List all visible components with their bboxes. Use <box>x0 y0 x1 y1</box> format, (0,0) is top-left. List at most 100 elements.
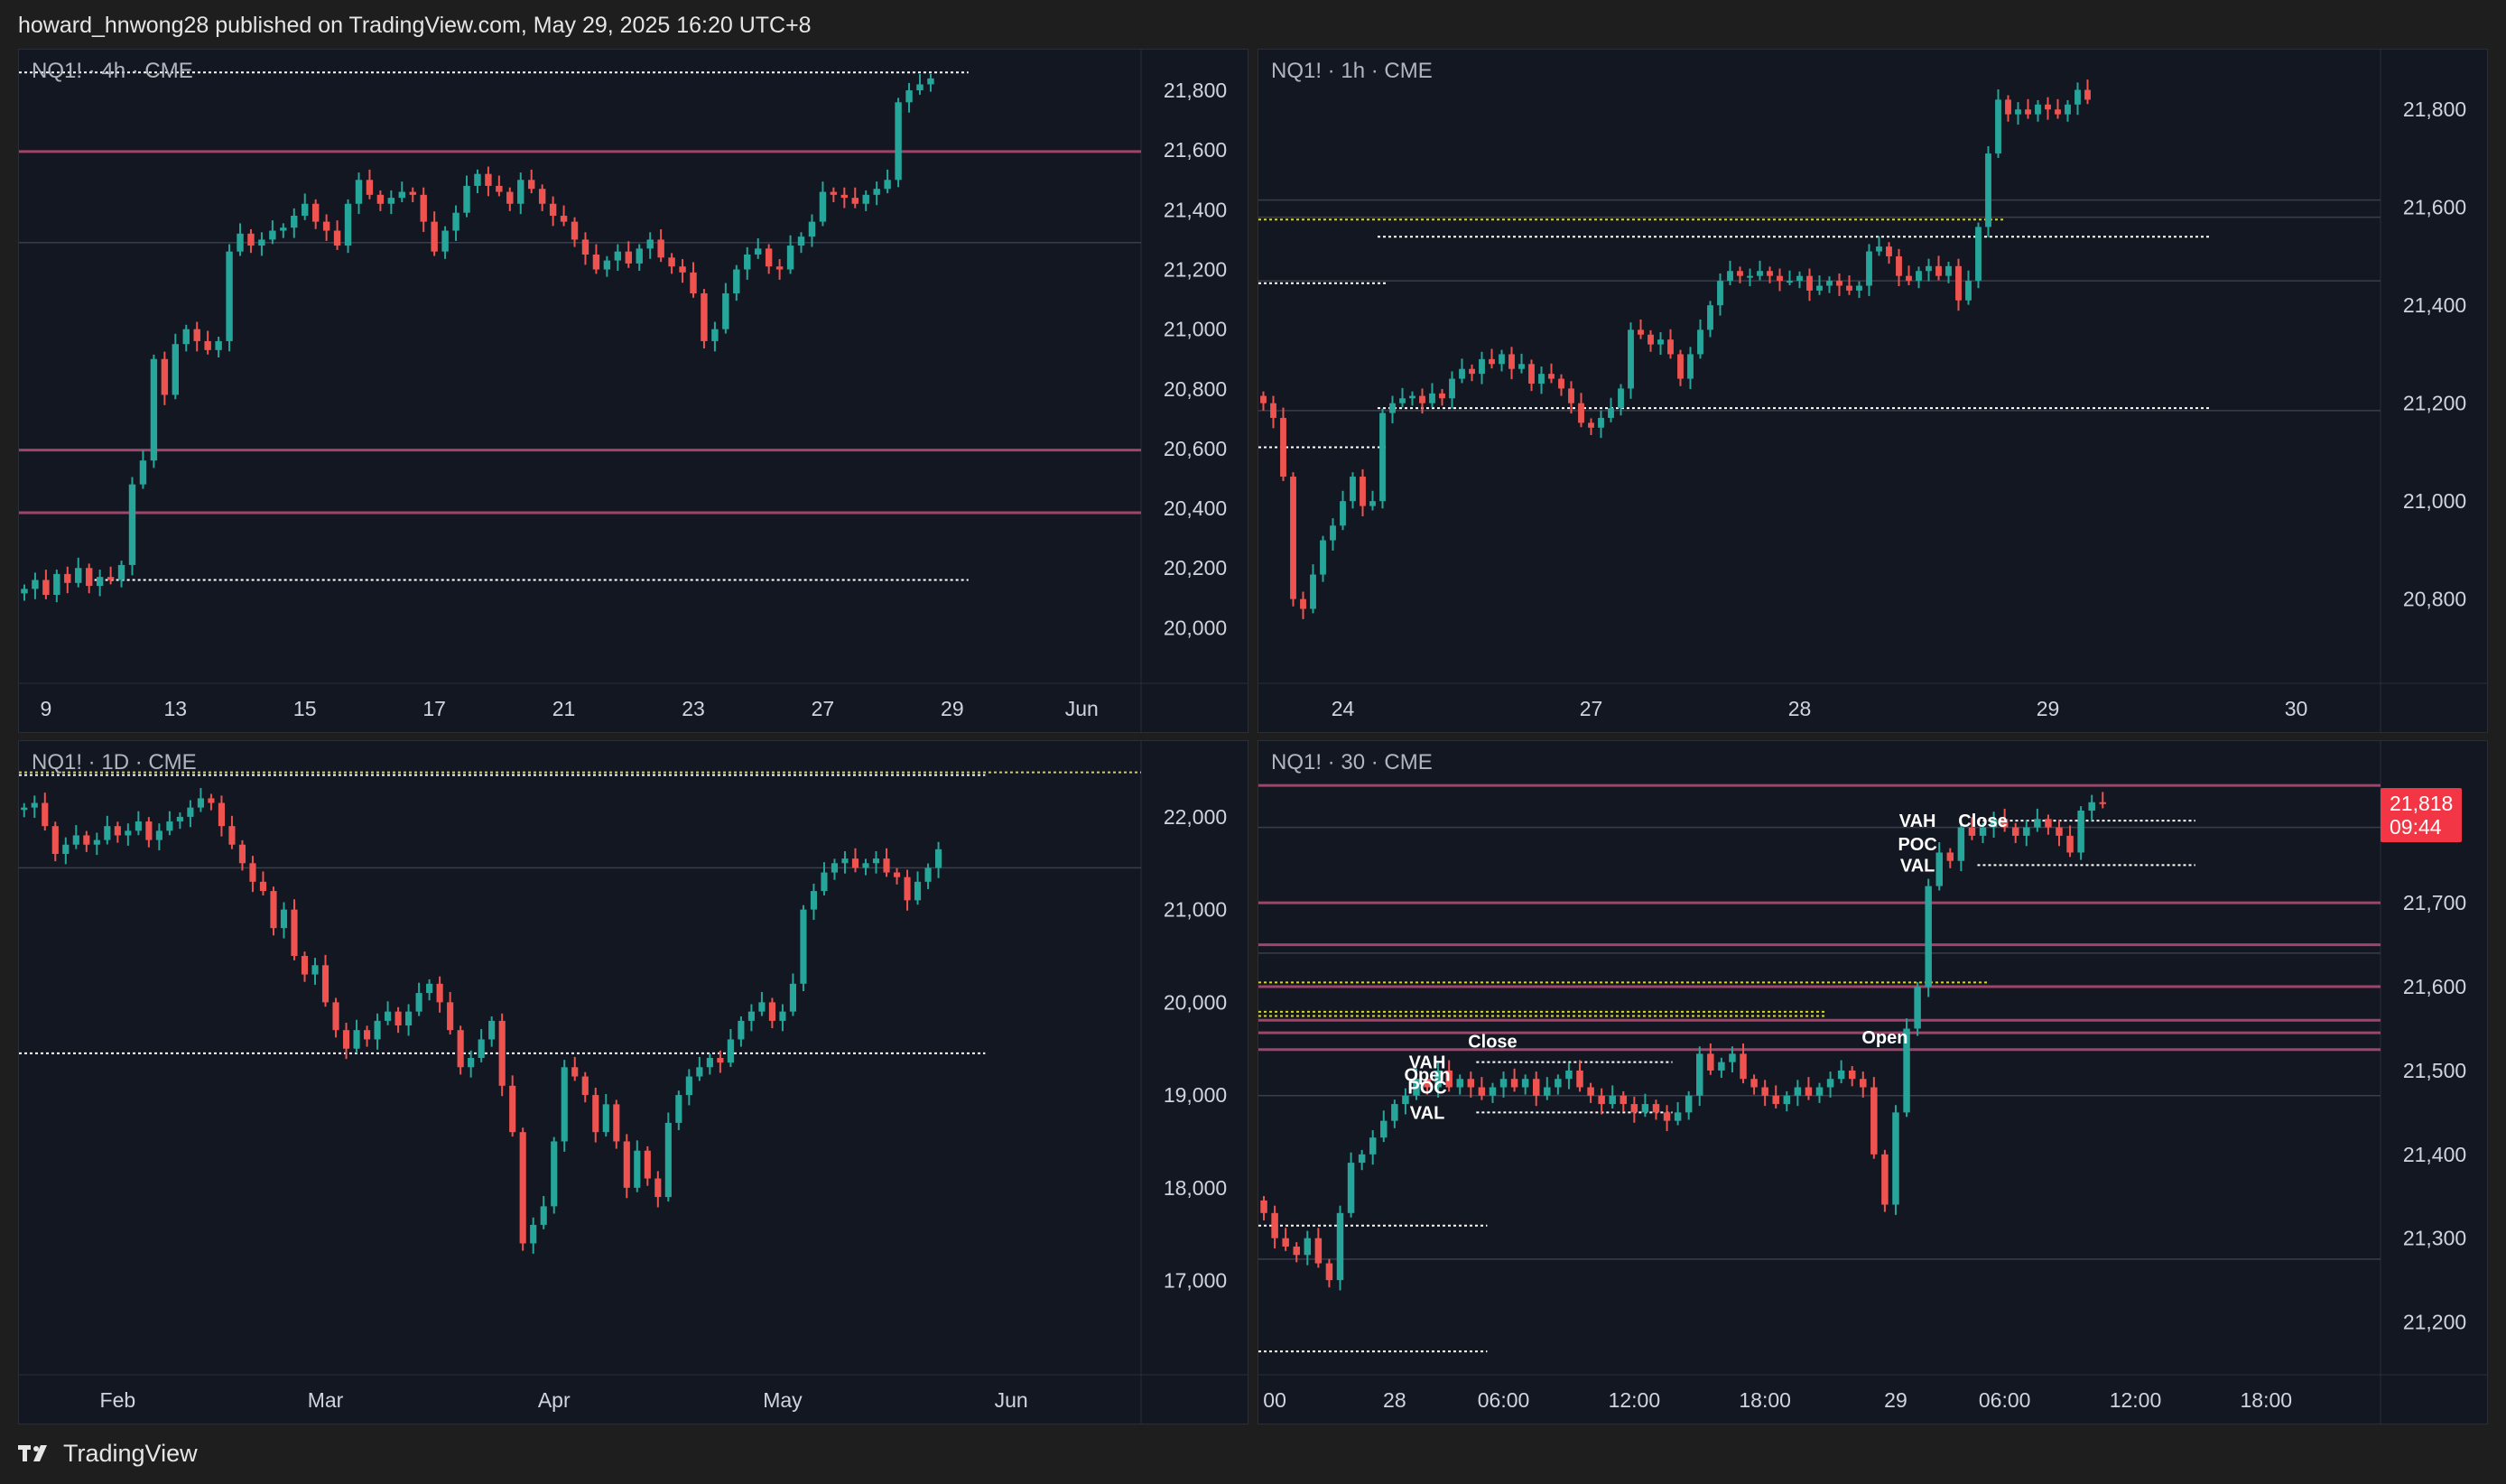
candle-body <box>551 1141 558 1207</box>
x-tick-label: Apr <box>538 1388 571 1412</box>
chart-panel-1d[interactable]: 22,000 21,000 20,000 19,000 18,000 17,000 Feb M… <box>18 740 1248 1424</box>
chart-panel-30m[interactable]: VAH Open POC VAL Close Open VAH POC VAL Close 21,7… <box>1258 740 2488 1424</box>
candle-body <box>1955 265 1962 301</box>
candle-body <box>1618 388 1624 409</box>
last-price: 21,818 <box>2390 792 2454 815</box>
candle-body <box>1837 1070 1845 1080</box>
candle-body <box>1979 827 1987 836</box>
y-tick-label: 17,000 <box>1164 1269 1227 1293</box>
candle-body <box>2045 819 2052 828</box>
candle-body <box>560 215 568 222</box>
candle-body <box>1489 358 1495 365</box>
candle-body <box>1409 395 1415 399</box>
candle-body <box>1389 403 1396 413</box>
candle-body <box>1663 1112 1671 1121</box>
profile-label: POC <box>1898 835 1936 855</box>
candle-body <box>1638 329 1644 335</box>
candle-body <box>2023 827 2030 836</box>
x-tick-label: 9 <box>40 697 51 720</box>
x-tick-label: 00 <box>1263 1388 1286 1412</box>
y-tick-label: 19,000 <box>1164 1083 1227 1107</box>
y-tick-label: 21,800 <box>2403 97 2466 121</box>
y-tick-label: 20,000 <box>1164 616 1227 639</box>
candle-body <box>1260 1200 1267 1213</box>
candle-body <box>1747 275 1753 278</box>
candle-body <box>311 203 320 222</box>
candle-body <box>1314 1238 1323 1264</box>
candle-body <box>1620 1095 1628 1105</box>
bar-countdown: 09:44 <box>2390 815 2442 839</box>
candle-body <box>1369 1137 1377 1155</box>
candle-body <box>64 573 71 583</box>
candle-body <box>1598 417 1604 428</box>
chart-1h-svg[interactable]: 21,800 21,600 21,400 21,200 21,000 20,800 24 27… <box>1258 50 2488 733</box>
candle-body <box>83 835 90 845</box>
candle-body <box>592 1095 599 1133</box>
candle-body <box>1260 395 1267 403</box>
candle-body <box>1350 477 1356 502</box>
y-tick-label: 21,600 <box>2403 196 2466 219</box>
candle-body <box>808 221 816 237</box>
x-tick-label: 15 <box>293 697 317 720</box>
candle-body <box>1300 598 1306 609</box>
candle-body <box>1439 393 1445 399</box>
candle-body <box>733 269 740 293</box>
candle-body <box>21 589 28 594</box>
candle-body <box>363 1030 371 1040</box>
candle-body <box>819 191 827 222</box>
candle-body <box>1957 827 1965 861</box>
chart-1d-svg[interactable]: 22,000 21,000 20,000 19,000 18,000 17,000 Feb M… <box>19 741 1248 1424</box>
candle-body <box>172 344 180 395</box>
candle-body <box>409 191 416 195</box>
candle-body <box>755 248 762 255</box>
candle-body <box>2074 89 2081 105</box>
chart-panel-1h[interactable]: 21,800 21,600 21,400 21,200 21,000 20,800 24 27… <box>1258 49 2488 733</box>
last-price-tag: 21,818 09:44 <box>2381 788 2463 842</box>
candle-body <box>506 191 514 204</box>
y-tick-label: 21,400 <box>2403 293 2466 317</box>
candle-body <box>166 821 173 831</box>
candle-body <box>685 1076 692 1096</box>
candle-body <box>1340 501 1346 526</box>
y-tick-label: 20,800 <box>2403 588 2466 611</box>
candle-body <box>208 798 215 803</box>
y-tick-label: 20,400 <box>1164 496 1227 520</box>
profile-label: VAH <box>1899 812 1936 831</box>
candle-body <box>1413 1079 1420 1096</box>
candle-body <box>1576 1070 1583 1088</box>
candle-body <box>291 215 298 228</box>
candle-body <box>258 239 265 246</box>
x-tick-label: 27 <box>812 697 835 720</box>
candle-body <box>1925 886 1932 988</box>
candle-body <box>2005 99 2011 115</box>
x-tick-label: 28 <box>1383 1388 1406 1412</box>
candle-body <box>1815 1087 1824 1096</box>
candle-body <box>2011 827 2019 836</box>
candle-body <box>1510 1079 1518 1088</box>
candle-body <box>701 292 708 341</box>
candle-body <box>93 839 100 845</box>
candle-body <box>51 826 59 854</box>
candle-body <box>1794 1087 1802 1096</box>
candle-body <box>1548 374 1555 379</box>
y-tick-label: 21,000 <box>1164 898 1227 922</box>
chart-panel-4h[interactable]: 21,800 21,600 21,400 21,200 21,000 20,800 20,6… <box>18 49 1248 733</box>
x-tick-label: 18:00 <box>1739 1388 1791 1412</box>
profile-label: VAH <box>1409 1053 1446 1073</box>
chart-4h-svg[interactable]: 21,800 21,600 21,400 21,200 21,000 20,800 20,6… <box>19 50 1248 733</box>
candle-body <box>1826 281 1833 286</box>
candle-body <box>1787 281 1793 283</box>
candle-body <box>571 1067 579 1077</box>
candle-body <box>1429 393 1435 403</box>
candle-body <box>366 180 374 195</box>
candle-body <box>1587 1087 1594 1096</box>
candle-body <box>1975 227 1982 282</box>
candle-body <box>333 230 341 246</box>
candle-body <box>1282 1238 1289 1247</box>
candle-body <box>644 1150 651 1179</box>
x-tick-label: 29 <box>941 697 964 720</box>
candle-body <box>2035 104 2041 115</box>
candle-body <box>150 358 158 461</box>
candle-body <box>1449 378 1455 399</box>
